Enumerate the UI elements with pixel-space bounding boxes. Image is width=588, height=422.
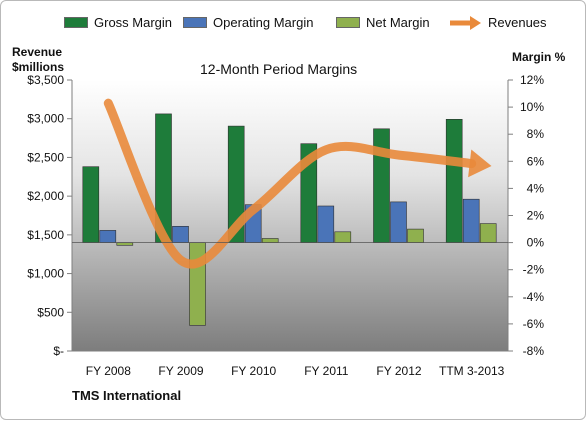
right-tick-label-10: -8% (523, 344, 545, 358)
bar-operating-margin-4 (390, 201, 407, 243)
left-tick-label-7: $- (53, 344, 64, 358)
chart-legend: Gross Margin Operating Margin Net Margin… (0, 8, 588, 38)
legend-label-revenues: Revenues (488, 15, 547, 30)
bar-net-margin-0 (116, 242, 134, 246)
left-tick-label-4: $1,500 (27, 228, 64, 242)
legend-label-gross-margin: Gross Margin (94, 15, 173, 30)
right-tick-label-3: 6% (527, 154, 545, 168)
right-axis-title: Margin % (512, 50, 566, 64)
left-tick-label-1: $3,000 (27, 112, 64, 126)
bar-operating-margin-1 (172, 226, 189, 243)
left-tick-label-0: $3,500 (27, 73, 64, 87)
bar-operating-margin-5 (462, 198, 480, 243)
x-tick-label-5: TTM 3-2013 (439, 364, 505, 378)
bar-operating-margin-0 (99, 230, 117, 243)
right-tick-label-2: 8% (527, 127, 545, 141)
bar-gross-margin-0 (82, 166, 100, 243)
right-tick-label-6: 0% (527, 236, 545, 250)
left-tick-label-6: $500 (37, 305, 64, 319)
bar-operating-margin-3 (317, 205, 335, 243)
legend-swatch-net-margin (336, 17, 360, 28)
right-tick-label-9: -6% (523, 317, 545, 331)
right-tick-label-4: 4% (527, 181, 545, 195)
line-revenues (103, 98, 477, 269)
left-axis-title-line2: $millions (12, 60, 65, 74)
legend-label-net-margin: Net Margin (366, 15, 430, 30)
bar-net-margin-3 (334, 231, 352, 243)
left-tick-label-2: $2,500 (27, 150, 64, 164)
bar-net-margin-5 (479, 223, 497, 243)
plot-area (72, 80, 508, 351)
x-tick-label-3: FY 2011 (304, 364, 349, 378)
x-tick-label-4: FY 2012 (376, 364, 421, 378)
left-tick-label-5: $1,000 (27, 267, 64, 281)
right-tick-label-8: -4% (523, 290, 545, 304)
bar-gross-margin-5 (445, 119, 463, 243)
x-tick-label-0: FY 2008 (86, 364, 131, 378)
bar-net-margin-4 (407, 228, 424, 243)
bar-net-margin-2 (261, 238, 279, 243)
left-tick-label-3: $2,000 (27, 189, 64, 203)
bar-net-margin-1 (189, 242, 206, 326)
chart-title: 12-Month Period Margins (200, 61, 358, 77)
x-tick-label-1: FY 2009 (158, 364, 203, 378)
legend-swatch-operating-margin (183, 17, 207, 28)
legend-swatch-gross-margin (64, 17, 88, 28)
right-tick-label-1: 10% (520, 100, 544, 114)
line-revenues-arrowhead (468, 149, 492, 178)
company-name: TMS International (72, 388, 182, 403)
left-axis-title-line1: Revenue (12, 45, 63, 59)
right-tick-label-7: -2% (523, 263, 545, 277)
right-tick-label-0: 12% (520, 73, 544, 87)
bar-gross-margin-4 (373, 128, 390, 243)
legend-label-operating-margin: Operating Margin (213, 15, 314, 30)
right-tick-label-5: 2% (527, 209, 545, 223)
left-axis-title: Revenue $millions (12, 45, 64, 75)
legend-arrow-revenues (450, 16, 481, 30)
x-tick-label-2: FY 2010 (231, 364, 276, 378)
